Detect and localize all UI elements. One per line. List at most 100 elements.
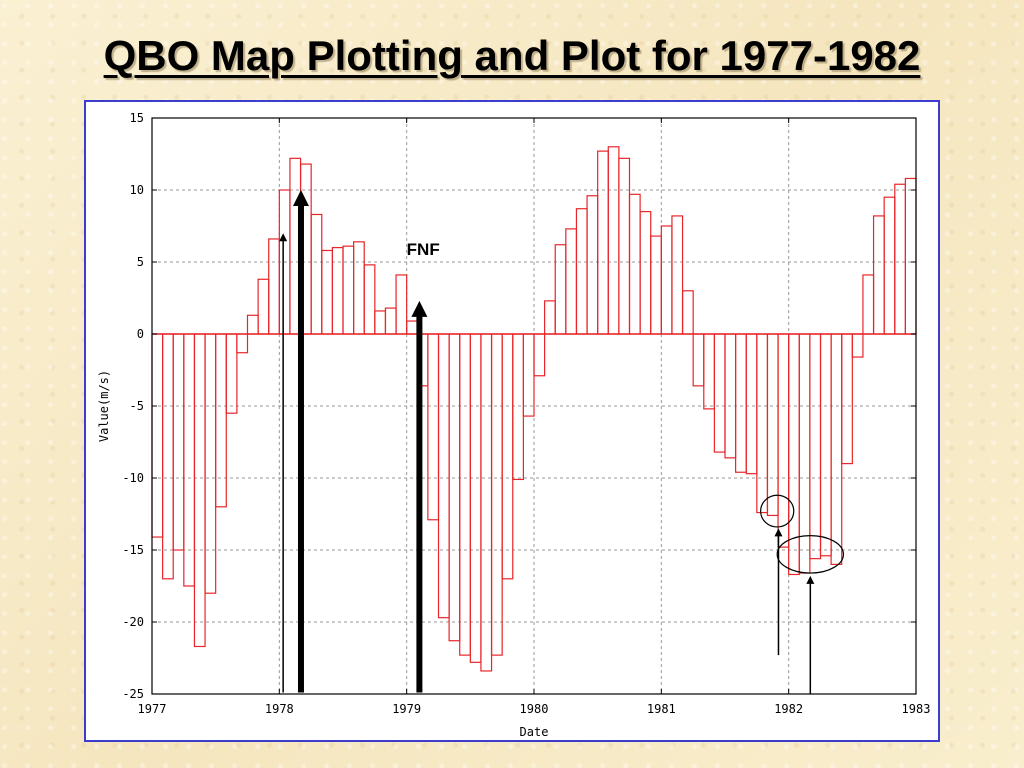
bar bbox=[628, 193, 641, 335]
y-tick-label: -20 bbox=[122, 615, 144, 629]
bar bbox=[522, 333, 535, 417]
fnf-label: FNF bbox=[407, 240, 440, 259]
thick-arrow bbox=[411, 300, 428, 693]
y-tick-label: -25 bbox=[122, 687, 144, 701]
bar bbox=[512, 333, 524, 481]
bar bbox=[437, 333, 450, 619]
bar bbox=[597, 150, 609, 335]
annotations: FNF bbox=[279, 190, 845, 694]
thin-arrow bbox=[774, 528, 783, 656]
bar bbox=[703, 333, 715, 410]
bar bbox=[841, 333, 853, 465]
x-tick-label: 1977 bbox=[138, 702, 167, 716]
arrow-head bbox=[411, 300, 428, 317]
bar bbox=[745, 333, 758, 475]
bar bbox=[268, 238, 280, 335]
arrow-head bbox=[774, 528, 783, 537]
y-tick-label: 15 bbox=[130, 111, 144, 125]
arrow-head bbox=[292, 190, 309, 206]
bar bbox=[193, 333, 206, 648]
y-tick-label: 10 bbox=[130, 183, 144, 197]
x-tick-label: 1981 bbox=[647, 702, 676, 716]
bar bbox=[236, 333, 249, 354]
bar bbox=[490, 333, 503, 656]
bar bbox=[353, 241, 365, 335]
bar bbox=[660, 225, 673, 335]
y-tick-label: -5 bbox=[130, 399, 144, 413]
bar bbox=[225, 333, 238, 414]
bar bbox=[363, 264, 376, 335]
bar bbox=[183, 333, 196, 587]
x-tick-label: 1978 bbox=[265, 702, 294, 716]
slide-title: QBO Map Plotting and Plot for 1977-1982 bbox=[103, 32, 921, 79]
bar bbox=[639, 210, 652, 335]
bar bbox=[331, 247, 344, 335]
chart-frame: -25 -20 -15 -10 -5 0 5 10 15 1977 1978 1979 1980 1981… bbox=[84, 100, 940, 742]
bar bbox=[819, 333, 832, 557]
bar bbox=[681, 290, 694, 335]
x-tick-label: 1979 bbox=[392, 702, 421, 716]
bar bbox=[809, 333, 822, 560]
qbo-bar-chart: -25 -20 -15 -10 -5 0 5 10 15 1977 1978 1979 1980 1981… bbox=[97, 111, 930, 739]
y-axis-label: Value(m/s) bbox=[97, 370, 111, 442]
arrow-head bbox=[806, 575, 815, 584]
thin-arrow bbox=[279, 233, 288, 693]
x-tick-label: 1983 bbox=[902, 702, 931, 716]
bar bbox=[162, 333, 174, 580]
highlight-ellipse bbox=[776, 535, 845, 574]
bar bbox=[766, 333, 779, 517]
bar bbox=[894, 183, 906, 335]
bar bbox=[618, 157, 631, 335]
bar bbox=[246, 314, 259, 335]
bar bbox=[862, 274, 875, 335]
arrow-head bbox=[279, 233, 288, 242]
bar bbox=[671, 215, 684, 335]
highlight-ellipse bbox=[760, 494, 795, 528]
bar bbox=[544, 300, 556, 335]
bar bbox=[575, 208, 588, 335]
bar bbox=[650, 235, 662, 335]
bar bbox=[342, 245, 355, 335]
bar bbox=[554, 244, 567, 335]
bar bbox=[469, 333, 482, 663]
x-tick-label: 1980 bbox=[520, 702, 549, 716]
y-tick-label: -15 bbox=[122, 543, 144, 557]
thick-arrow bbox=[292, 190, 309, 693]
bar bbox=[448, 333, 461, 642]
bar bbox=[756, 333, 769, 514]
bar bbox=[586, 195, 599, 335]
bar bbox=[384, 307, 397, 335]
bar bbox=[215, 333, 227, 508]
bar bbox=[204, 333, 217, 594]
bar bbox=[851, 333, 864, 358]
bar bbox=[724, 333, 737, 459]
y-tick-label: 0 bbox=[137, 327, 144, 341]
thin-arrow bbox=[806, 575, 815, 694]
bar bbox=[883, 196, 896, 335]
x-axis-label: Date bbox=[520, 725, 549, 739]
bar bbox=[427, 333, 440, 521]
bar bbox=[257, 278, 270, 335]
x-tick-label: 1982 bbox=[774, 702, 803, 716]
bar bbox=[565, 228, 578, 335]
bar bbox=[459, 333, 471, 656]
bar bbox=[321, 249, 333, 335]
bar bbox=[798, 333, 811, 574]
bar bbox=[830, 333, 843, 565]
bar bbox=[406, 320, 418, 335]
bar bbox=[501, 333, 514, 580]
bar bbox=[735, 333, 747, 473]
bar bbox=[692, 333, 705, 387]
bar bbox=[374, 310, 387, 335]
axis-ticks: -25 -20 -15 -10 -5 0 5 10 15 1977 1978 1979 1980 1981… bbox=[122, 111, 930, 716]
bar bbox=[872, 215, 885, 335]
bar bbox=[310, 213, 323, 335]
bar bbox=[607, 146, 620, 335]
y-tick-label: 5 bbox=[137, 255, 144, 269]
bar bbox=[533, 333, 546, 377]
bar bbox=[777, 333, 790, 548]
bar bbox=[713, 333, 726, 453]
y-tick-label: -10 bbox=[122, 471, 144, 485]
bar bbox=[395, 274, 408, 335]
bar bbox=[904, 177, 917, 335]
